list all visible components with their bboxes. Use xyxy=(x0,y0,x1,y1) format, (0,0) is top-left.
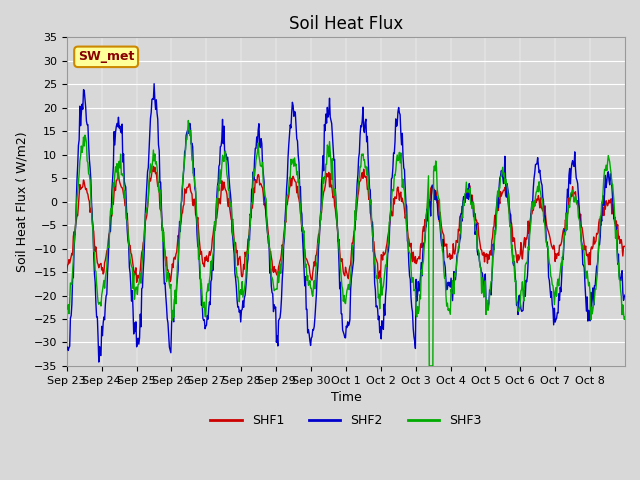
X-axis label: Time: Time xyxy=(330,391,361,404)
Legend: SHF1, SHF2, SHF3: SHF1, SHF2, SHF3 xyxy=(205,409,486,432)
Text: SW_met: SW_met xyxy=(78,50,134,63)
Title: Soil Heat Flux: Soil Heat Flux xyxy=(289,15,403,33)
Y-axis label: Soil Heat Flux ( W/m2): Soil Heat Flux ( W/m2) xyxy=(15,132,28,272)
